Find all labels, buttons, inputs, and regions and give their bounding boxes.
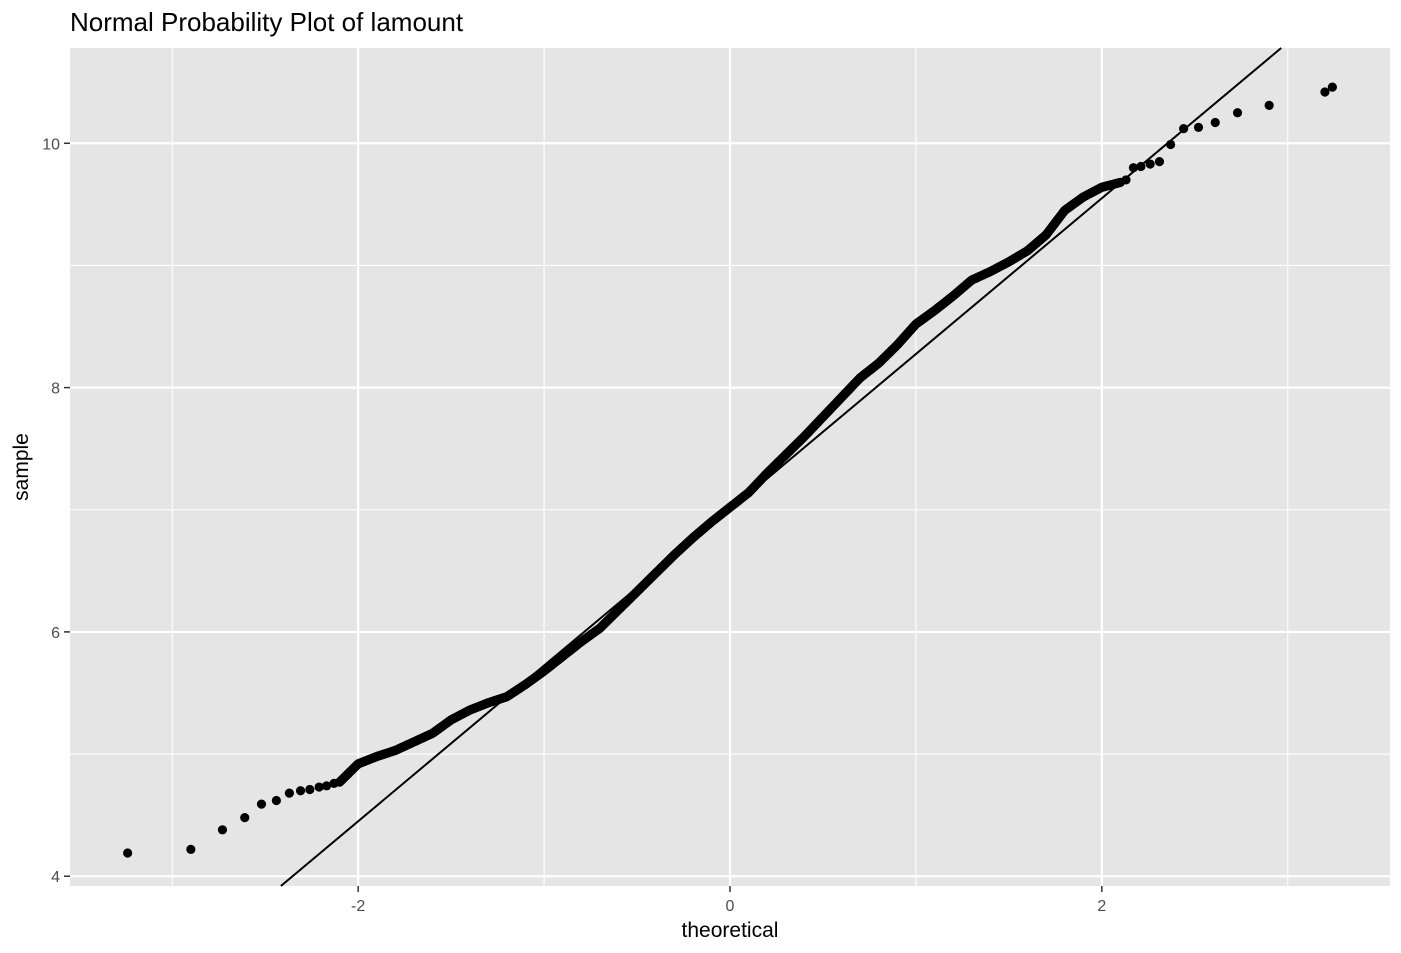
- sample-point: [1210, 117, 1220, 128]
- y-tick-label: 4: [51, 869, 60, 886]
- sample-point: [321, 781, 332, 791]
- x-tick-label: 0: [726, 898, 735, 915]
- y-axis-title: sample: [10, 433, 33, 501]
- sample-point: [271, 795, 281, 806]
- sample-point: [186, 844, 196, 854]
- x-axis-ticks: -2 0 2: [351, 886, 1106, 915]
- sample-point: [1232, 108, 1243, 118]
- sample-point: [329, 778, 339, 788]
- y-tick-label: 10: [42, 136, 60, 153]
- sample-point: [217, 825, 228, 835]
- x-tick-label: -2: [351, 898, 365, 915]
- x-tick-label: 2: [1097, 898, 1106, 915]
- sample-point: [256, 799, 267, 809]
- x-axis-title: theoretical: [682, 919, 779, 942]
- sample-point: [295, 786, 306, 796]
- reference-line: [280, 47, 1282, 887]
- sample-point: [1154, 157, 1165, 167]
- y-tick-label: 8: [51, 381, 60, 398]
- chart-title: Normal Probability Plot of lamount: [70, 7, 464, 37]
- sample-point: [1320, 87, 1330, 97]
- sample-point: [314, 782, 324, 792]
- sample-point: [1121, 175, 1131, 185]
- sample-point: [1327, 82, 1337, 92]
- sample-point: [1264, 100, 1274, 111]
- sample-point: [1145, 159, 1155, 169]
- sample-point: [1193, 122, 1204, 132]
- sample-point: [305, 784, 315, 795]
- y-axis-ticks: 4 6 8 10: [42, 136, 70, 886]
- sample-point: [284, 788, 294, 798]
- sample-points: [123, 82, 1337, 858]
- major-gridlines: [70, 48, 1390, 886]
- y-tick-label: 6: [51, 625, 60, 642]
- sample-point: [123, 848, 133, 858]
- sample-point: [240, 812, 250, 823]
